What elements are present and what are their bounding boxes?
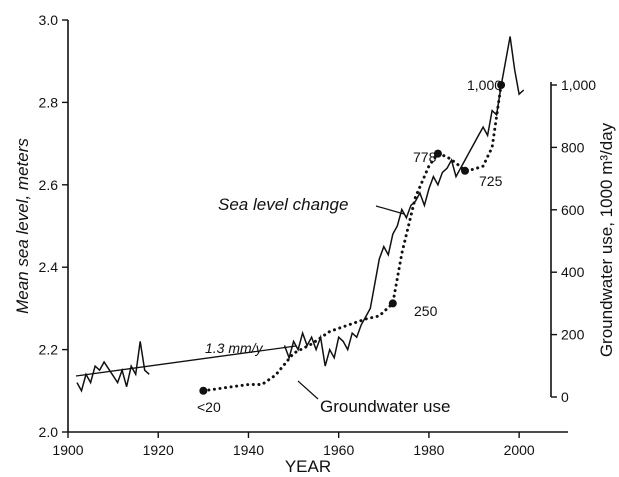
left-axis-title: Mean sea level, meters: [13, 138, 32, 314]
left-tick-label: 2.8: [39, 94, 59, 110]
right-tick-label: 200: [561, 327, 585, 343]
right-axis-ticks: 0 200 400 600 800 1,000: [551, 77, 596, 405]
trend-line: [75, 345, 297, 377]
x-tick-label: 1980: [413, 442, 444, 458]
left-tick-label: 2.2: [39, 342, 59, 358]
sea-level-leader: [375, 205, 405, 215]
point-label-1000: 1,000: [467, 77, 502, 93]
groundwater-point: [497, 81, 506, 89]
point-label-778: 778: [413, 149, 437, 165]
trend-label: 1.3 mm/y: [205, 340, 264, 356]
left-tick-label: 2.0: [39, 424, 59, 440]
right-tick-label: 1,000: [561, 77, 596, 93]
x-tick-label: 1920: [143, 442, 174, 458]
point-label-250: 250: [414, 303, 438, 319]
sea-level-line: [283, 36, 525, 367]
x-axis-ticks: 1900 1920 1940 1960 1980 2000: [52, 432, 535, 458]
groundwater-label: Groundwater use: [320, 397, 450, 416]
groundwater-point: [433, 149, 442, 158]
left-tick-label: 3.0: [39, 12, 59, 28]
point-label-725: 725: [479, 173, 503, 189]
right-tick-label: 600: [561, 202, 585, 218]
x-axis-title: YEAR: [285, 457, 331, 476]
left-tick-label: 2.4: [39, 259, 59, 275]
x-tick-label: 1960: [323, 442, 354, 458]
x-tick-label: 1940: [233, 442, 264, 458]
right-tick-label: 0: [561, 389, 569, 405]
sea-level-label: Sea level change: [218, 195, 348, 214]
right-axis-title: Groundwater use, 1000 m³/day: [597, 122, 616, 357]
groundwater-point: [388, 299, 397, 308]
groundwater-leader: [297, 380, 319, 400]
groundwater-point: [199, 386, 208, 395]
x-tick-label: 1900: [52, 442, 83, 458]
left-axis-ticks: 2.0 2.2 2.4 2.6 2.8 3.0: [39, 12, 68, 440]
point-label-lt20: <20: [197, 399, 221, 415]
sea-level-line: [76, 341, 150, 393]
right-tick-label: 400: [561, 264, 585, 280]
left-tick-label: 2.6: [39, 177, 59, 193]
groundwater-point: [461, 166, 470, 175]
series-layer: [76, 36, 525, 395]
x-tick-label: 2000: [504, 442, 535, 458]
right-tick-label: 800: [561, 139, 585, 155]
